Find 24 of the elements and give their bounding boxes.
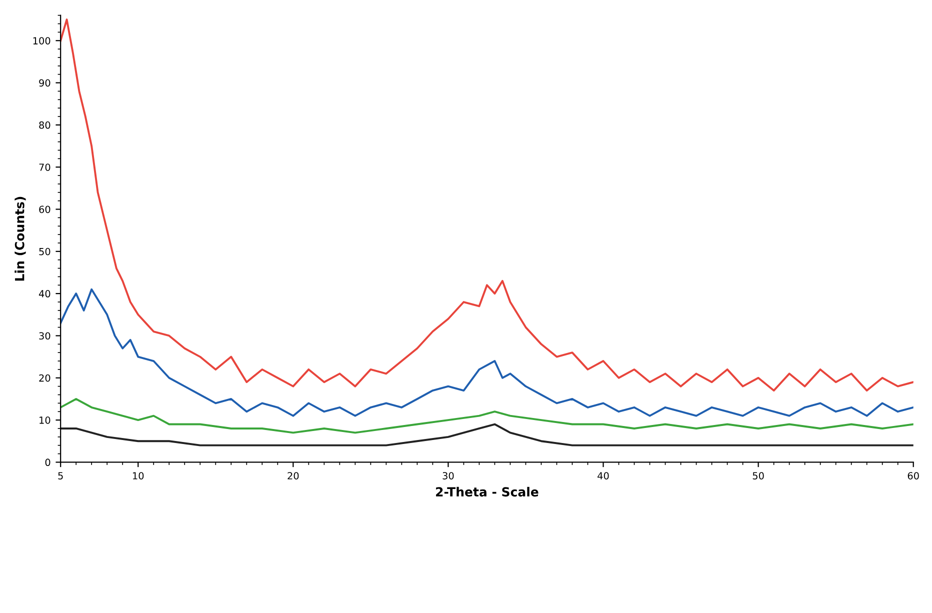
y-tick-label: 0 (45, 458, 50, 466)
x-tick-label: 5 (58, 472, 63, 480)
line-series (60, 398, 914, 434)
x-tick-label: 50 (752, 472, 764, 480)
line-series (60, 288, 914, 417)
x-tick-label: 20 (288, 472, 299, 480)
y-tick-label: 30 (39, 332, 50, 340)
x-tick-label: 60 (908, 472, 919, 480)
y-tick-label: 20 (39, 374, 50, 382)
y-tick-label: 10 (40, 416, 50, 424)
y-axis-title: Lin (Counts) (14, 196, 26, 281)
y-tick-label: 50 (39, 248, 50, 256)
x-tick-label: 30 (442, 472, 454, 480)
y-tick-label: 100 (33, 37, 50, 44)
y-tick-label: 70 (39, 164, 50, 171)
x-axis-title: 2-Theta - Scale (436, 486, 538, 497)
y-tick-label: 60 (39, 206, 50, 214)
line-series (60, 18, 914, 392)
y-tick-label: 80 (39, 121, 50, 129)
line-series (60, 423, 914, 446)
y-tick-label: 40 (38, 290, 50, 298)
x-tick-label: 40 (598, 472, 609, 480)
x-tick-label: 10 (132, 472, 144, 480)
y-tick-label: 90 (39, 79, 50, 87)
